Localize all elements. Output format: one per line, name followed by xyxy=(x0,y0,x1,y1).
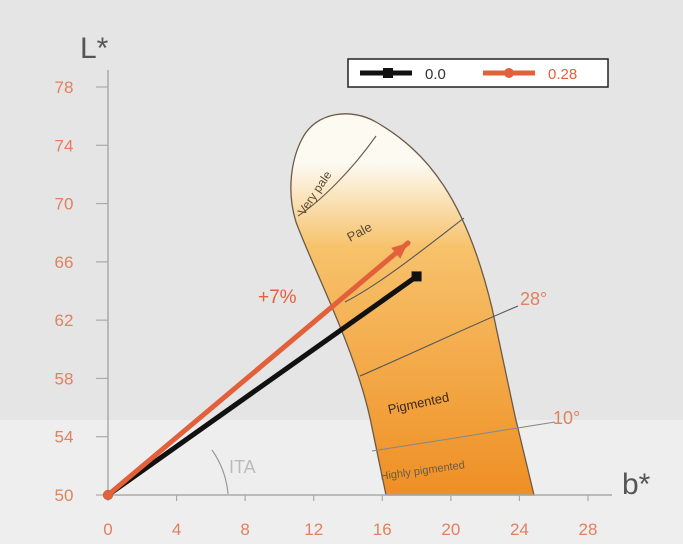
legend-label-series-0: 0.0 xyxy=(425,66,446,83)
series-end-marker-0 xyxy=(411,271,422,282)
series-arrowhead-1 xyxy=(391,242,408,259)
x-tick-label: 20 xyxy=(441,520,460,539)
lower-band xyxy=(0,420,683,544)
x-tick-label: 4 xyxy=(172,520,181,539)
gain-annotation: +7% xyxy=(258,287,297,308)
ita-angle-arc xyxy=(211,449,229,495)
axes xyxy=(107,70,612,496)
x-tick-label: 12 xyxy=(304,520,323,539)
x-tick-label: 28 xyxy=(579,520,598,539)
y-tick-label: 58 xyxy=(55,369,74,388)
x-tick-label: 16 xyxy=(373,520,392,539)
y-tick-label: 66 xyxy=(55,253,74,272)
y-axis-ticks: 50 54 58 62 66 70 74 78 xyxy=(55,78,108,505)
x-axis-label: b* xyxy=(622,468,651,501)
series-lines xyxy=(103,240,422,500)
y-tick-label: 78 xyxy=(55,78,74,97)
series-line-1 xyxy=(105,240,411,498)
y-axis-label: L* xyxy=(80,32,109,65)
legend: 0.0 0.28 xyxy=(347,58,609,88)
x-tick-label: 8 xyxy=(240,520,249,539)
skin-tone-zones xyxy=(290,113,556,496)
x-tick-label: 24 xyxy=(510,520,529,539)
angle-label-28: 28° xyxy=(520,289,547,309)
legend-marker-series-1 xyxy=(504,68,514,78)
boundary-very-pale xyxy=(297,135,377,217)
x-axis-ticks: 0 4 8 12 16 20 24 28 xyxy=(103,495,597,539)
y-tick-label: 70 xyxy=(55,195,74,214)
boundary-28 xyxy=(359,305,519,377)
y-tick-label: 62 xyxy=(55,311,74,330)
series-origin-point-1 xyxy=(103,490,113,500)
boundary-pale xyxy=(344,217,465,303)
angle-label-10: 10° xyxy=(553,408,580,428)
y-tick-label: 50 xyxy=(55,486,74,505)
legend-label-series-1: 0.28 xyxy=(548,66,577,83)
ita-label: ITA xyxy=(229,457,256,477)
x-tick-label: 0 xyxy=(103,520,112,539)
legend-marker-series-0 xyxy=(383,68,393,78)
y-tick-label: 54 xyxy=(55,428,74,447)
zone-area xyxy=(290,113,535,496)
series-line-0 xyxy=(105,273,420,498)
y-tick-label: 74 xyxy=(55,136,74,155)
boundary-10 xyxy=(371,421,556,452)
